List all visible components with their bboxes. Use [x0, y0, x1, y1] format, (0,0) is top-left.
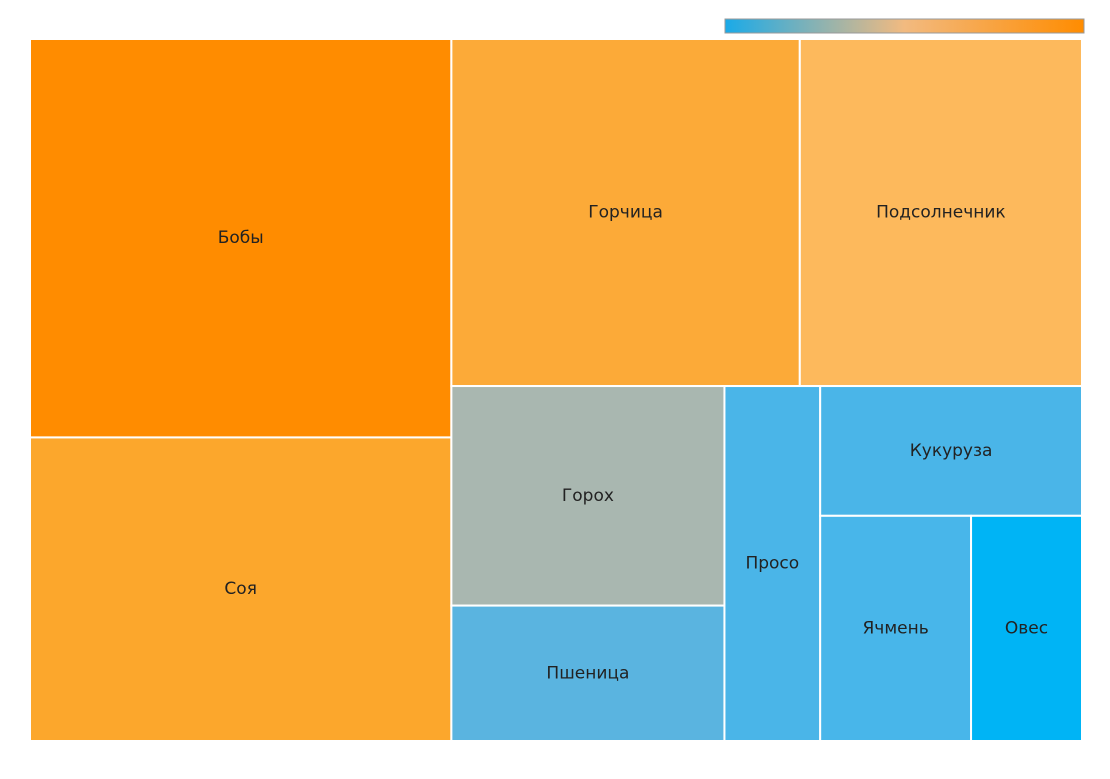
cell-label: Горох [562, 486, 614, 506]
treemap-cell [29, 38, 453, 439]
treemap-cell [29, 436, 453, 742]
cell-label: Бобы [218, 228, 264, 248]
cell-label: Ячмень [862, 618, 928, 638]
treemap-cell [798, 38, 1083, 388]
treemap-cell [970, 514, 1083, 742]
cell-label: Просо [745, 554, 799, 574]
heat-legend [724, 18, 1085, 34]
treemap-cell [819, 385, 1084, 517]
treemap-cell [723, 385, 822, 742]
treemap-cell [819, 514, 973, 742]
cell-label: Кукуруза [910, 441, 993, 461]
cell-label: Горчица [588, 203, 663, 223]
cell-label: Соя [224, 579, 257, 599]
cell-label: Подсолнечник [876, 203, 1006, 223]
treemap-cell [450, 385, 726, 607]
treemap-cell [450, 604, 726, 743]
cell-label: Овес [1005, 618, 1048, 638]
cell-label: Пшеница [546, 663, 629, 683]
treemap-cell [450, 38, 801, 388]
